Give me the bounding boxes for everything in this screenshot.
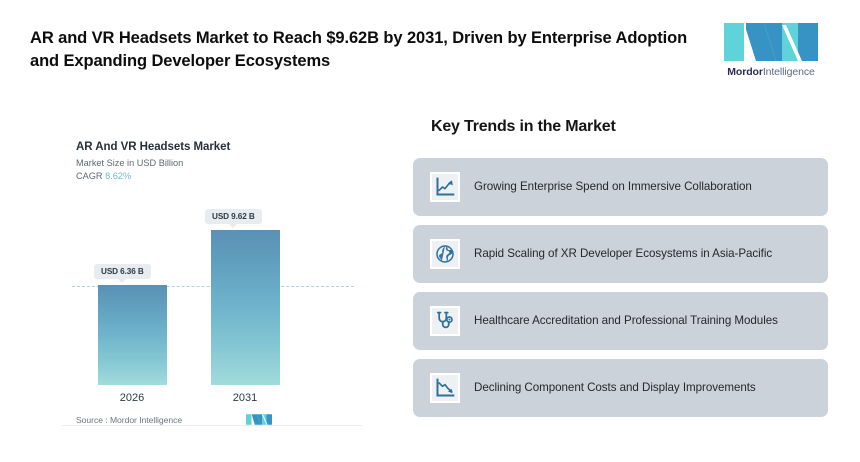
chart-cagr: CAGR 8.62% (76, 171, 362, 181)
trend-card-xr-developer-ecosystems[interactable]: Rapid Scaling of XR Developer Ecosystems… (413, 225, 828, 283)
chart-plot-area: USD 6.36 B USD 9.62 B (62, 200, 362, 385)
globe-icon (430, 239, 460, 269)
trend-label: Declining Component Costs and Display Im… (474, 381, 756, 395)
cagr-value: 8.62% (105, 171, 132, 181)
trend-label: Rapid Scaling of XR Developer Ecosystems… (474, 247, 773, 261)
globe-icon-glyph (436, 245, 454, 263)
source-mordor-m-logo-icon (246, 414, 272, 425)
chart-title: AR And VR Headsets Market (76, 141, 231, 153)
stethoscope-icon (430, 306, 460, 336)
line-chart-up-icon (430, 172, 460, 202)
bar-value-label-2031: USD 9.62 B (205, 209, 262, 224)
trend-card-enterprise-spend[interactable]: Growing Enterprise Spend on Immersive Co… (413, 158, 828, 216)
line-chart-up-icon-glyph (436, 177, 455, 196)
trend-card-declining-component-costs[interactable]: Declining Component Costs and Display Im… (413, 359, 828, 417)
key-trends-section: Key Trends in the Market Growing Enterpr… (413, 118, 828, 417)
mordor-m-logo-icon (724, 22, 818, 61)
chart-source-label: Source : Mordor Intelligence (76, 415, 183, 425)
header: AR and VR Headsets Market to Reach $9.62… (0, 0, 860, 100)
trend-label: Growing Enterprise Spend on Immersive Co… (474, 180, 752, 194)
logo-wordmark: MordorIntelligence (727, 65, 815, 78)
bar-2031 (211, 230, 280, 385)
bar-value-label-2026: USD 6.36 B (94, 264, 151, 279)
mordor-intelligence-logo: MordorIntelligence (724, 22, 818, 78)
bar-2026 (98, 285, 167, 385)
line-chart-down-icon (430, 373, 460, 403)
key-trends-heading: Key Trends in the Market (431, 118, 616, 135)
stethoscope-icon-glyph (436, 311, 453, 329)
trend-label: Healthcare Accreditation and Professiona… (474, 314, 778, 328)
market-size-chart: AR And VR Headsets Market Market Size in… (62, 128, 362, 426)
x-axis-label-2031: 2031 (232, 392, 258, 404)
key-trends-list: Growing Enterprise Spend on Immersive Co… (413, 158, 828, 417)
logo-brand-bold: Mordor (727, 65, 763, 78)
line-chart-down-icon-glyph (436, 378, 455, 397)
cagr-label: CAGR (76, 171, 103, 181)
chart-subtitle: Market Size in USD Billion (76, 158, 184, 168)
logo-brand-light: Intelligence (762, 65, 815, 78)
trend-card-healthcare-accreditation[interactable]: Healthcare Accreditation and Professiona… (413, 292, 828, 350)
x-axis-label-2026: 2026 (119, 392, 145, 404)
page-title: AR and VR Headsets Market to Reach $9.62… (30, 29, 688, 70)
